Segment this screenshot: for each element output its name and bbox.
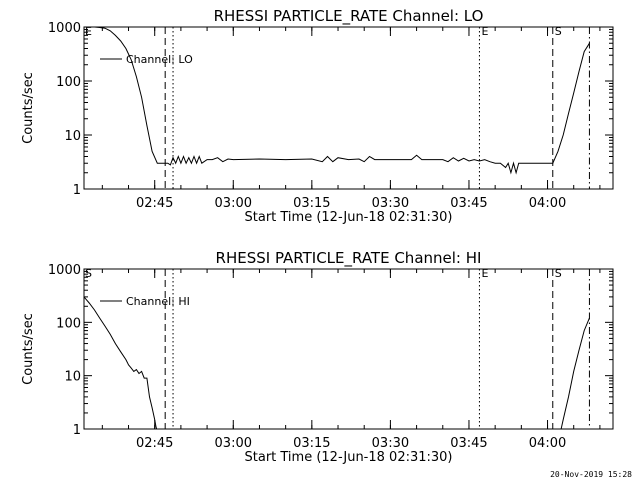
y-tick-label: 1000 [48, 21, 81, 36]
event-marker-label: S [555, 25, 562, 38]
plot-frame [83, 268, 614, 430]
chart-title: RHESSI PARTICLE_RATE Channel: LO [214, 7, 484, 26]
plot-frame [83, 26, 614, 190]
event-marker-label: E [481, 267, 488, 280]
y-tick-label: 1 [73, 423, 81, 438]
x-tick-label: 04:00 [529, 436, 566, 451]
event-marker-label: S [85, 267, 92, 280]
x-tick-label: 03:30 [372, 196, 409, 211]
y-axis-label: Counts/sec [21, 313, 36, 385]
y-tick-label: 1000 [48, 263, 81, 278]
event-marker-label: S [555, 267, 562, 280]
legend-label: Channel: HI [126, 295, 190, 308]
x-tick-label: 03:00 [215, 436, 252, 451]
x-tick-label: 03:30 [372, 436, 409, 451]
y-tick-label: 1 [73, 183, 81, 198]
x-tick-label: 02:45 [136, 436, 173, 451]
x-tick-label: 03:00 [215, 196, 252, 211]
y-tick-label: 100 [56, 75, 81, 90]
x-tick-label: 02:45 [136, 196, 173, 211]
chart-title: RHESSI PARTICLE_RATE Channel: HI [216, 249, 482, 268]
x-axis-label: Start Time (12-Jun-18 02:31:30) [245, 210, 453, 225]
y-tick-label: 10 [64, 129, 81, 144]
series-line [560, 317, 590, 429]
x-tick-label: 03:45 [450, 196, 487, 211]
event-marker-label: E [85, 25, 92, 38]
footer-date: 20-Nov-2019 15:28 [550, 470, 632, 479]
y-axis-label: Counts/sec [21, 72, 36, 144]
x-axis-label: Start Time (12-Jun-18 02:31:30) [245, 450, 453, 465]
x-tick-label: 03:45 [450, 436, 487, 451]
y-tick-label: 10 [64, 370, 81, 385]
x-tick-label: 03:15 [293, 196, 330, 211]
series-line [84, 27, 590, 175]
x-tick-label: 04:00 [529, 196, 566, 211]
y-tick-label: 100 [56, 316, 81, 331]
x-tick-label: 03:15 [293, 436, 330, 451]
legend-label: Channel: LO [126, 53, 193, 66]
event-marker-label: E [481, 25, 488, 38]
series-line [84, 296, 158, 429]
